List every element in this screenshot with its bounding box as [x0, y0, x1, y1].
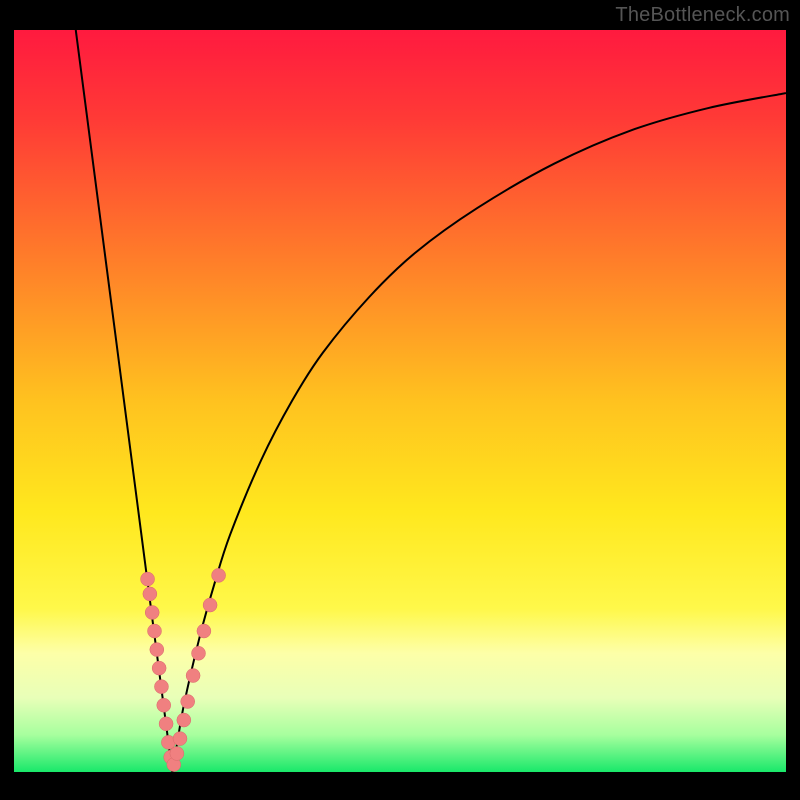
data-marker: [173, 732, 187, 746]
chart-svg: [0, 0, 800, 800]
chart-background-gradient: [14, 30, 786, 772]
data-marker: [150, 643, 164, 657]
watermark-text: TheBottleneck.com: [615, 4, 790, 27]
data-marker: [145, 605, 159, 619]
bottleneck-chart: [0, 0, 800, 800]
data-marker: [170, 746, 184, 760]
data-marker: [177, 713, 191, 727]
data-marker: [192, 646, 206, 660]
data-marker: [143, 587, 157, 601]
data-marker: [141, 572, 155, 586]
data-marker: [152, 661, 166, 675]
data-marker: [203, 598, 217, 612]
data-marker: [154, 680, 168, 694]
data-marker: [186, 669, 200, 683]
data-marker: [148, 624, 162, 638]
data-marker: [212, 568, 226, 582]
data-marker: [157, 698, 171, 712]
data-marker: [159, 717, 173, 731]
data-marker: [197, 624, 211, 638]
data-marker: [181, 695, 195, 709]
